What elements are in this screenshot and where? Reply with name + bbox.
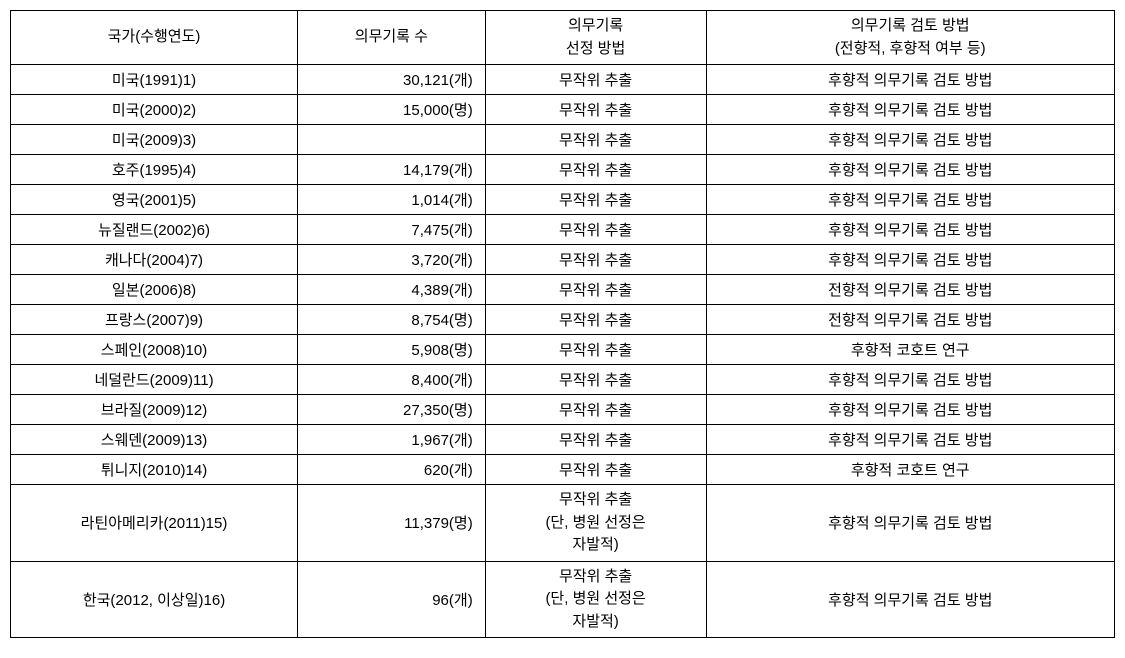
medical-records-table: 국가(수행연도) 의무기록 수 의무기록 선정 방법 의무기록 검토 방법 (전… — [10, 10, 1115, 638]
header-count: 의무기록 수 — [298, 11, 486, 65]
cell-review: 후향적 의무기록 검토 방법 — [706, 155, 1115, 185]
table-row: 영국(2001)5) 1,014(개) 무작위 추출 후향적 의무기록 검토 방… — [11, 185, 1115, 215]
table-row: 스페인(2008)10) 5,908(명) 무작위 추출 후향적 코호트 연구 — [11, 335, 1115, 365]
cell-method: 무작위 추출 — [485, 455, 706, 485]
cell-method: 무작위 추출 — [485, 425, 706, 455]
cell-count: 7,475(개) — [298, 215, 486, 245]
cell-method: 무작위 추출 — [485, 305, 706, 335]
cell-country: 브라질(2009)12) — [11, 395, 298, 425]
cell-country: 캐나다(2004)7) — [11, 245, 298, 275]
cell-country: 호주(1995)4) — [11, 155, 298, 185]
cell-count: 30,121(개) — [298, 65, 486, 95]
table-row: 일본(2006)8) 4,389(개) 무작위 추출 전향적 의무기록 검토 방… — [11, 275, 1115, 305]
cell-review: 후향적 의무기록 검토 방법 — [706, 485, 1115, 562]
table-row: 한국(2012, 이상일)16) 96(개) 무작위 추출 (단, 병원 선정은… — [11, 561, 1115, 638]
cell-review: 전향적 의무기록 검토 방법 — [706, 275, 1115, 305]
table-row: 라틴아메리카(2011)15) 11,379(명) 무작위 추출 (단, 병원 … — [11, 485, 1115, 562]
table-row: 스웨덴(2009)13) 1,967(개) 무작위 추출 후향적 의무기록 검토… — [11, 425, 1115, 455]
cell-method: 무작위 추출 — [485, 215, 706, 245]
cell-review: 후향적 코호트 연구 — [706, 455, 1115, 485]
table-row: 브라질(2009)12) 27,350(명) 무작위 추출 후향적 의무기록 검… — [11, 395, 1115, 425]
table-body: 미국(1991)1) 30,121(개) 무작위 추출 후향적 의무기록 검토 … — [11, 65, 1115, 638]
cell-count: 15,000(명) — [298, 95, 486, 125]
cell-country: 일본(2006)8) — [11, 275, 298, 305]
table-row: 네덜란드(2009)11) 8,400(개) 무작위 추출 후향적 의무기록 검… — [11, 365, 1115, 395]
cell-review: 후향적 의무기록 검토 방법 — [706, 245, 1115, 275]
table-row: 뉴질랜드(2002)6) 7,475(개) 무작위 추출 후향적 의무기록 검토… — [11, 215, 1115, 245]
cell-count: 8,754(명) — [298, 305, 486, 335]
cell-country: 미국(1991)1) — [11, 65, 298, 95]
cell-count: 11,379(명) — [298, 485, 486, 562]
cell-review: 후향적 의무기록 검토 방법 — [706, 365, 1115, 395]
cell-review: 후향적 의무기록 검토 방법 — [706, 125, 1115, 155]
header-review-method: 의무기록 검토 방법 (전향적, 후향적 여부 등) — [706, 11, 1115, 65]
table-row: 미국(1991)1) 30,121(개) 무작위 추출 후향적 의무기록 검토 … — [11, 65, 1115, 95]
header-country: 국가(수행연도) — [11, 11, 298, 65]
cell-country: 프랑스(2007)9) — [11, 305, 298, 335]
cell-method: 무작위 추출 — [485, 155, 706, 185]
cell-method: 무작위 추출 — [485, 365, 706, 395]
table-header-row: 국가(수행연도) 의무기록 수 의무기록 선정 방법 의무기록 검토 방법 (전… — [11, 11, 1115, 65]
cell-method: 무작위 추출 — [485, 185, 706, 215]
cell-review: 후향적 의무기록 검토 방법 — [706, 95, 1115, 125]
cell-review: 후향적 의무기록 검토 방법 — [706, 215, 1115, 245]
cell-count: 4,389(개) — [298, 275, 486, 305]
cell-count: 620(개) — [298, 455, 486, 485]
method-line3: 자발적) — [572, 536, 618, 553]
cell-count — [298, 125, 486, 155]
table-row: 캐나다(2004)7) 3,720(개) 무작위 추출 후향적 의무기록 검토 … — [11, 245, 1115, 275]
cell-review: 후향적 의무기록 검토 방법 — [706, 561, 1115, 638]
cell-method: 무작위 추출 — [485, 245, 706, 275]
method-line2: (단, 병원 선정은 — [545, 590, 645, 607]
cell-method: 무작위 추출 — [485, 65, 706, 95]
table-row: 미국(2000)2) 15,000(명) 무작위 추출 후향적 의무기록 검토 … — [11, 95, 1115, 125]
cell-review: 후향적 의무기록 검토 방법 — [706, 185, 1115, 215]
cell-country: 뉴질랜드(2002)6) — [11, 215, 298, 245]
method-line3: 자발적) — [572, 613, 618, 630]
header-selection-line1: 의무기록 — [568, 17, 623, 34]
cell-method: 무작위 추출 — [485, 125, 706, 155]
cell-count: 14,179(개) — [298, 155, 486, 185]
cell-country: 한국(2012, 이상일)16) — [11, 561, 298, 638]
cell-method: 무작위 추출 — [485, 335, 706, 365]
cell-country: 스웨덴(2009)13) — [11, 425, 298, 455]
method-line1: 무작위 추출 — [559, 568, 632, 585]
cell-country: 미국(2009)3) — [11, 125, 298, 155]
cell-method: 무작위 추출 — [485, 395, 706, 425]
header-review-line1: 의무기록 검토 방법 — [851, 17, 970, 34]
cell-review: 후향적 의무기록 검토 방법 — [706, 65, 1115, 95]
cell-country: 튀니지(2010)14) — [11, 455, 298, 485]
cell-review: 후향적 코호트 연구 — [706, 335, 1115, 365]
cell-count: 8,400(개) — [298, 365, 486, 395]
cell-count: 1,014(개) — [298, 185, 486, 215]
cell-count: 27,350(명) — [298, 395, 486, 425]
cell-method: 무작위 추출 (단, 병원 선정은 자발적) — [485, 561, 706, 638]
cell-method: 무작위 추출 — [485, 275, 706, 305]
cell-country: 미국(2000)2) — [11, 95, 298, 125]
cell-count: 3,720(개) — [298, 245, 486, 275]
cell-review: 후향적 의무기록 검토 방법 — [706, 425, 1115, 455]
cell-review: 전향적 의무기록 검토 방법 — [706, 305, 1115, 335]
table-row: 호주(1995)4) 14,179(개) 무작위 추출 후향적 의무기록 검토 … — [11, 155, 1115, 185]
cell-count: 5,908(명) — [298, 335, 486, 365]
cell-country: 네덜란드(2009)11) — [11, 365, 298, 395]
header-review-line2: (전향적, 후향적 여부 등) — [835, 40, 986, 57]
cell-review: 후향적 의무기록 검토 방법 — [706, 395, 1115, 425]
cell-method: 무작위 추출 — [485, 95, 706, 125]
table-row: 프랑스(2007)9) 8,754(명) 무작위 추출 전향적 의무기록 검토 … — [11, 305, 1115, 335]
table-row: 미국(2009)3) 무작위 추출 후향적 의무기록 검토 방법 — [11, 125, 1115, 155]
cell-count: 96(개) — [298, 561, 486, 638]
cell-country: 라틴아메리카(2011)15) — [11, 485, 298, 562]
header-selection-line2: 선정 방법 — [566, 40, 625, 57]
cell-country: 스페인(2008)10) — [11, 335, 298, 365]
cell-count: 1,967(개) — [298, 425, 486, 455]
method-line2: (단, 병원 선정은 — [545, 514, 645, 531]
table-row: 튀니지(2010)14) 620(개) 무작위 추출 후향적 코호트 연구 — [11, 455, 1115, 485]
cell-country: 영국(2001)5) — [11, 185, 298, 215]
method-line1: 무작위 추출 — [559, 491, 632, 508]
cell-method: 무작위 추출 (단, 병원 선정은 자발적) — [485, 485, 706, 562]
header-selection-method: 의무기록 선정 방법 — [485, 11, 706, 65]
